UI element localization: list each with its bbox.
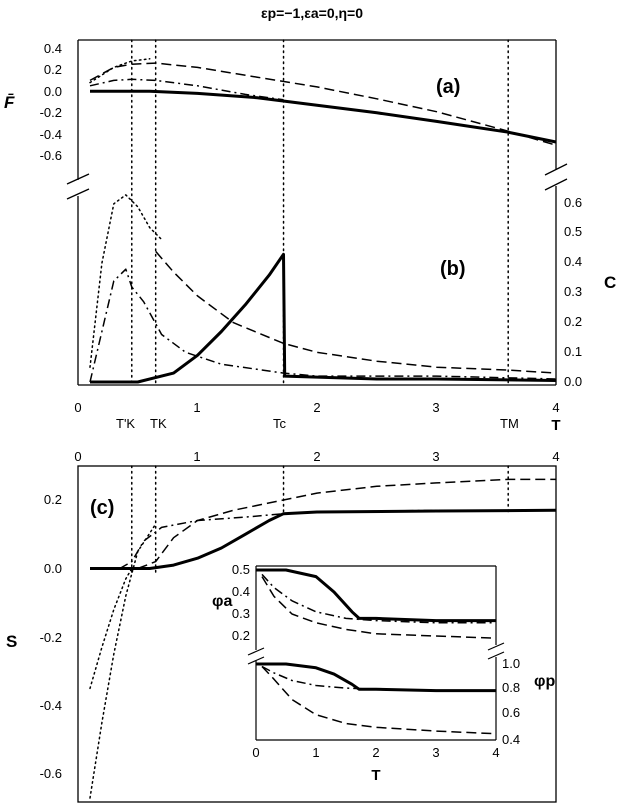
ytick-c-3: -0.4 xyxy=(40,698,62,713)
left-axis-break xyxy=(66,173,90,200)
y-axis-label-f: F̄ xyxy=(4,93,15,112)
series-c-2 xyxy=(89,523,157,799)
series-b-1 xyxy=(155,250,557,374)
inset-ytick-bottom-1: 0.8 xyxy=(502,680,520,695)
inset-xtick-1: 1 xyxy=(312,745,319,760)
series-inset-1 xyxy=(261,573,496,624)
xtick-c-3: 3 xyxy=(432,449,439,464)
yticks-a: 0.4 0.2 0.0 -0.2 -0.4 -0.6 xyxy=(40,41,62,163)
ytick-b-4: 0.2 xyxy=(564,314,582,329)
inset-xtick-2: 2 xyxy=(372,745,379,760)
ytick-a-0: 0.4 xyxy=(44,41,62,56)
curves-inset xyxy=(256,568,497,735)
series-inset-0 xyxy=(256,568,496,623)
yticks-c: 0.2 0.0 -0.2 -0.4 -0.6 xyxy=(40,492,62,781)
ytick-b-3: 0.3 xyxy=(564,284,582,299)
series-inset-2 xyxy=(261,576,497,639)
panel-label-a: (a) xyxy=(436,76,460,98)
mark-t-c: Tc xyxy=(273,416,287,431)
panel-label-b: (b) xyxy=(440,258,466,280)
inset-y-label-phi-p: φp xyxy=(534,673,555,690)
mark-t-prime-k: T'K xyxy=(116,416,135,431)
xtick-c-1: 1 xyxy=(193,449,200,464)
inset-xtick-0: 0 xyxy=(252,745,259,760)
inset-left-break xyxy=(247,647,265,665)
c-frame xyxy=(77,465,557,803)
series-c-3 xyxy=(89,567,133,690)
inset-xticks: 0 1 2 3 4 xyxy=(252,745,499,760)
xtick-ab-0: 0 xyxy=(74,400,81,415)
curves-b xyxy=(89,194,557,384)
mark-t-m: TM xyxy=(500,416,519,431)
xticks-ab: 0 1 2 3 4 xyxy=(74,400,559,415)
inset-yticks-bottom: 1.0 0.8 0.6 0.4 xyxy=(502,656,520,747)
series-c-1 xyxy=(137,478,556,570)
series-b-2 xyxy=(89,194,163,368)
series-b-3 xyxy=(89,268,557,383)
mark-t-k: TK xyxy=(150,416,167,431)
inset-ytick-top-0: 0.5 xyxy=(232,562,250,577)
ytick-c-0: 0.2 xyxy=(44,492,62,507)
series-a-3 xyxy=(89,78,284,101)
series-a-0 xyxy=(90,89,557,144)
inset-ytick-top-1: 0.4 xyxy=(232,584,250,599)
inset-y-label-phi-a: φa xyxy=(212,593,232,610)
panel-label-c: (c) xyxy=(90,497,114,519)
inset-background xyxy=(256,562,496,740)
curves-c xyxy=(89,478,557,799)
x-axis-label-ab: T xyxy=(551,417,560,434)
inset-ytick-top-3: 0.2 xyxy=(232,628,250,643)
panel-c: 0 1 2 3 4 0.2 0.0 -0.2 -0.4 -0.6 S (c) xyxy=(6,449,560,803)
xtick-c-0: 0 xyxy=(74,449,81,464)
vertical-markers-c xyxy=(131,465,509,576)
yticks-b: 0.6 0.5 0.4 0.3 0.2 0.1 0.0 xyxy=(564,195,582,389)
ytick-c-1: 0.0 xyxy=(44,561,62,576)
xtick-c-4: 4 xyxy=(552,449,559,464)
xtick-ab-4: 4 xyxy=(552,400,559,415)
inset-x-axis-label: T xyxy=(371,767,380,784)
series-a-1 xyxy=(89,62,557,146)
xtick-ab-1: 1 xyxy=(193,400,200,415)
series-b-0 xyxy=(90,252,557,384)
inset-yticks-top: 0.5 0.4 0.3 0.2 xyxy=(232,562,250,643)
ytick-b-6: 0.0 xyxy=(564,374,582,389)
ytick-a-3: -0.2 xyxy=(40,105,62,120)
ytick-b-5: 0.1 xyxy=(564,344,582,359)
panel-ab: 0.4 0.2 0.0 -0.2 -0.4 -0.6 0.6 0.5 0.4 0… xyxy=(4,39,616,434)
ytick-a-5: -0.6 xyxy=(40,148,62,163)
y-axis-label-s: S xyxy=(6,632,17,651)
ytick-a-4: -0.4 xyxy=(40,127,62,142)
xtick-ab-2: 2 xyxy=(313,400,320,415)
ytick-a-2: 0.0 xyxy=(44,84,62,99)
ytick-a-1: 0.2 xyxy=(44,62,62,77)
inset-ytick-top-2: 0.3 xyxy=(232,606,250,621)
right-axis-break xyxy=(544,163,568,191)
curves-a xyxy=(89,58,557,146)
series-c-0 xyxy=(90,508,557,570)
xticks-c: 0 1 2 3 4 xyxy=(74,449,559,464)
ytick-b-2: 0.4 xyxy=(564,254,582,269)
ytick-c-4: -0.6 xyxy=(40,766,62,781)
series-a-2 xyxy=(89,58,151,84)
series-inset-5 xyxy=(261,665,497,735)
inset-xtick-4: 4 xyxy=(492,745,499,760)
xtick-ab-3: 3 xyxy=(432,400,439,415)
inset-right-break xyxy=(487,642,505,660)
figure-title: εp=−1,εa=0,η=0 xyxy=(261,5,363,21)
xtick-c-2: 2 xyxy=(313,449,320,464)
ytick-c-2: -0.2 xyxy=(40,630,62,645)
ytick-b-0: 0.6 xyxy=(564,195,582,210)
inset: 0.5 0.4 0.3 0.2 1.0 0.8 0.6 0.4 0 1 2 3 … xyxy=(212,562,555,784)
series-c-4 xyxy=(119,509,556,570)
y-axis-label-c: C xyxy=(604,273,616,292)
inset-xtick-3: 3 xyxy=(432,745,439,760)
inset-ytick-bottom-0: 1.0 xyxy=(502,656,520,671)
inset-ytick-bottom-3: 0.4 xyxy=(502,732,520,747)
ytick-b-1: 0.5 xyxy=(564,224,582,239)
inset-ytick-bottom-2: 0.6 xyxy=(502,705,520,720)
